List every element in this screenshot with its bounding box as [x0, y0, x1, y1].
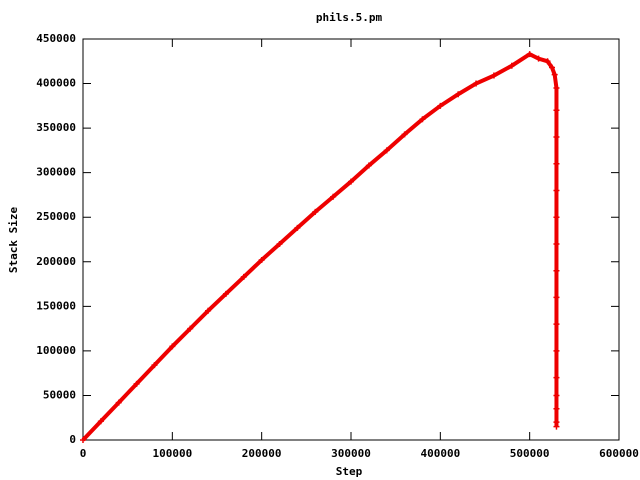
y-tick-label: 0: [69, 433, 76, 446]
plot-border: [82, 38, 620, 441]
x-axis-label: Step: [336, 465, 363, 478]
x-tick-label: 500000: [510, 447, 550, 460]
x-tick-label: 600000: [599, 447, 639, 460]
x-tick-label: 300000: [331, 447, 371, 460]
x-tick-label: 100000: [152, 447, 192, 460]
x-tick-label: 400000: [420, 447, 460, 460]
x-tick-label: 200000: [242, 447, 282, 460]
y-tick-label: 100000: [36, 344, 76, 357]
y-tick-label: 300000: [36, 166, 76, 179]
y-tick-label: 350000: [36, 121, 76, 134]
y-tick-label: 150000: [36, 299, 76, 312]
data-trace: [81, 51, 559, 442]
chart-title: phils.5.pm: [316, 11, 383, 24]
y-tick-label: 450000: [36, 32, 76, 45]
y-tick-label: 200000: [36, 255, 76, 268]
y-tick-label: 400000: [36, 77, 76, 90]
x-tick-label: 0: [80, 447, 87, 460]
y-tick-label: 250000: [36, 210, 76, 223]
y-axis-label: Stack Size: [7, 207, 20, 274]
y-tick-label: 50000: [43, 388, 76, 401]
